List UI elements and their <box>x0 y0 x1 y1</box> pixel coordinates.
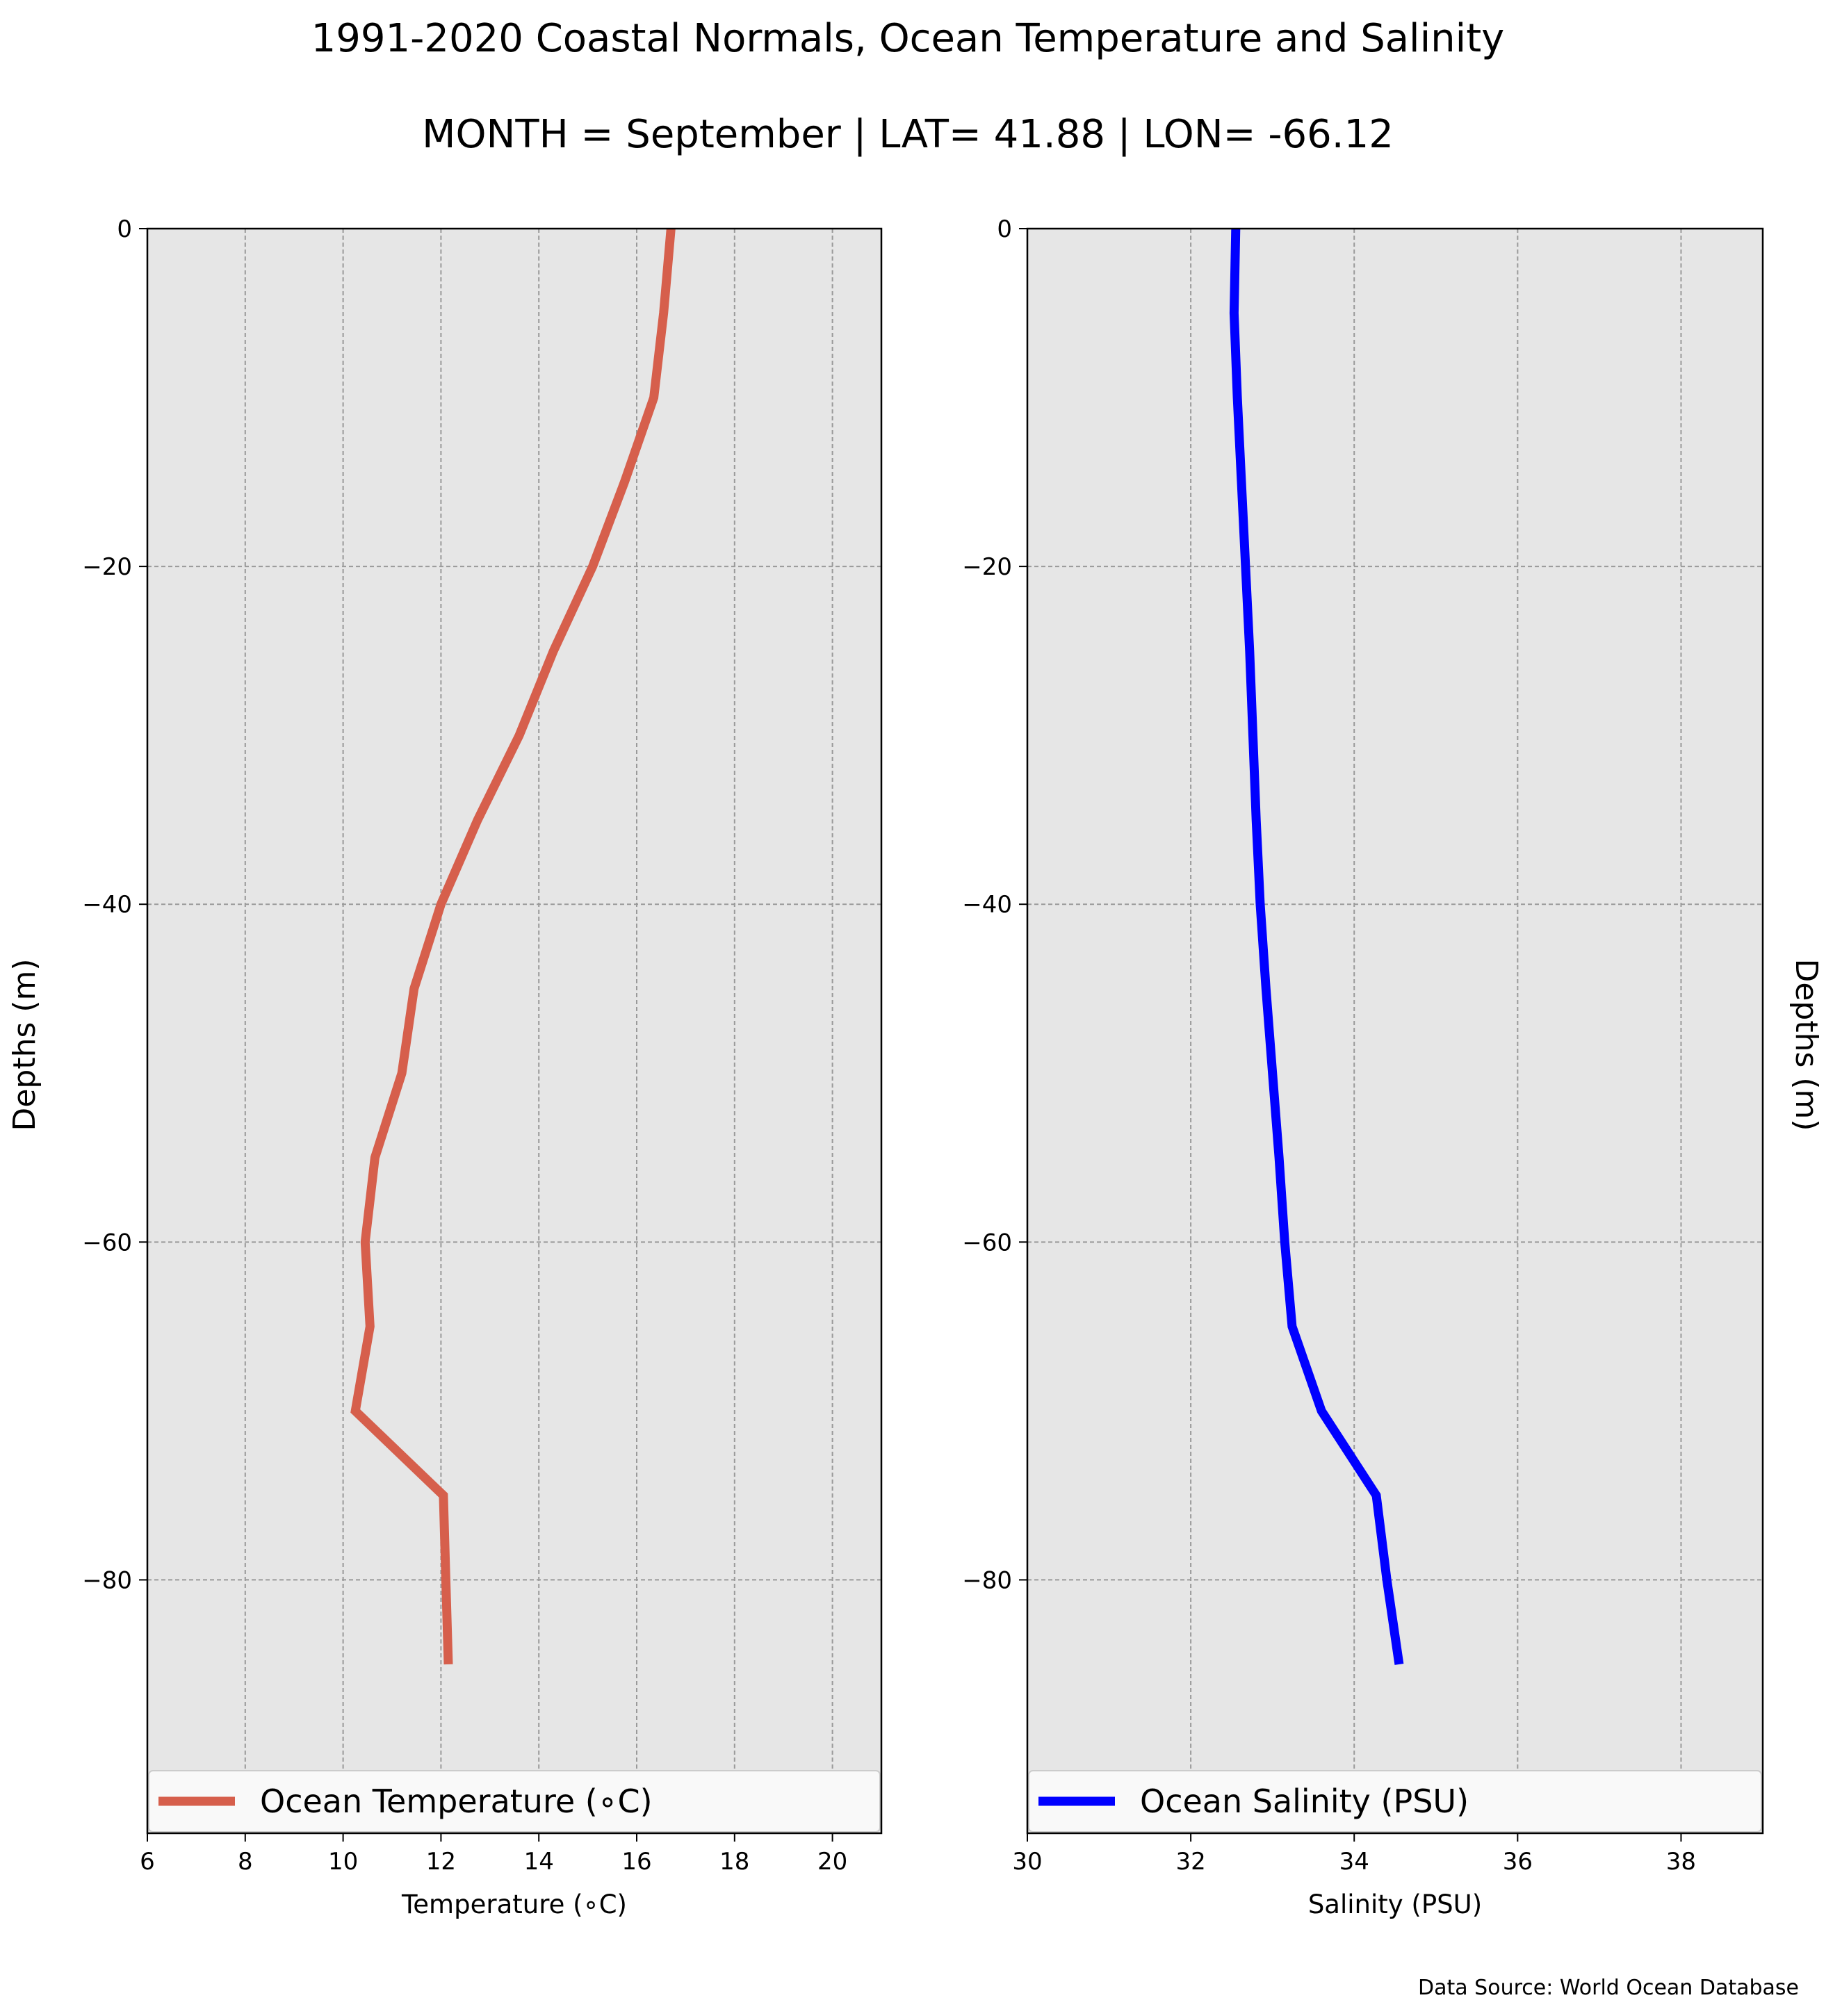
x-tick-label: 20 <box>817 1848 847 1876</box>
y-tick-label: −20 <box>82 553 132 581</box>
x-tick-label: 10 <box>328 1848 358 1876</box>
x-tick-label: 38 <box>1666 1848 1696 1876</box>
chart-subtitle: MONTH = September | LAT= 41.88 | LON= -6… <box>422 112 1394 157</box>
y-axis-label: Depths (m) <box>7 958 42 1131</box>
plot-area <box>1027 229 1763 1833</box>
x-tick-label: 14 <box>524 1848 554 1876</box>
x-tick-label: 36 <box>1503 1848 1533 1876</box>
x-axis-label: Salinity (PSU) <box>1308 1890 1482 1919</box>
x-tick-label: 12 <box>426 1848 456 1876</box>
chart-title: 1991-2020 Coastal Normals, Ocean Tempera… <box>311 16 1505 61</box>
y-tick-label: 0 <box>117 215 132 243</box>
y-tick-label: −40 <box>962 891 1012 919</box>
legend-label: Ocean Temperature (∘C) <box>260 1783 653 1820</box>
temperature-profile-line <box>350 228 676 1665</box>
y-tick-label: −80 <box>82 1566 132 1594</box>
x-tick-label: 16 <box>621 1848 651 1876</box>
y-tick-label: −40 <box>82 891 132 919</box>
x-tick-label: 8 <box>238 1848 253 1876</box>
legend: Ocean Salinity (PSU) <box>1028 1770 1762 1833</box>
data-source-note: Data Source: World Ocean Database <box>1418 1976 1799 2000</box>
y-tick-label: −80 <box>962 1566 1012 1594</box>
salinity-panel: Ocean Salinity (PSU) 30 32 34 36 38 Salinity (… <box>962 215 1824 1919</box>
plot-area <box>147 229 881 1833</box>
y-tick-label: −20 <box>962 553 1012 581</box>
x-axis-label: Temperature (∘C) <box>401 1890 627 1919</box>
salinity-profile-line <box>1229 228 1404 1665</box>
x-tick-label: 30 <box>1012 1848 1042 1876</box>
x-tick-label: 34 <box>1339 1848 1369 1876</box>
legend: Ocean Temperature (∘C) <box>148 1770 881 1833</box>
x-tick-label: 6 <box>140 1848 155 1876</box>
y-axis-label: Depths (m) <box>1788 958 1824 1131</box>
y-tick-label: −60 <box>962 1229 1012 1256</box>
axes-frame <box>1026 227 1764 1835</box>
legend-label: Ocean Salinity (PSU) <box>1140 1783 1469 1820</box>
legend-box <box>1028 1770 1762 1833</box>
y-tick-label: −60 <box>82 1229 132 1256</box>
temperature-panel: Ocean Temperature (∘C) 6 8 10 12 14 16 18 20 Temp… <box>7 215 883 1919</box>
x-tick-label: 18 <box>719 1848 749 1876</box>
y-tick-label: 0 <box>997 215 1012 243</box>
axes-frame <box>146 227 883 1835</box>
legend-box <box>148 1770 881 1833</box>
x-tick-label: 32 <box>1175 1848 1205 1876</box>
